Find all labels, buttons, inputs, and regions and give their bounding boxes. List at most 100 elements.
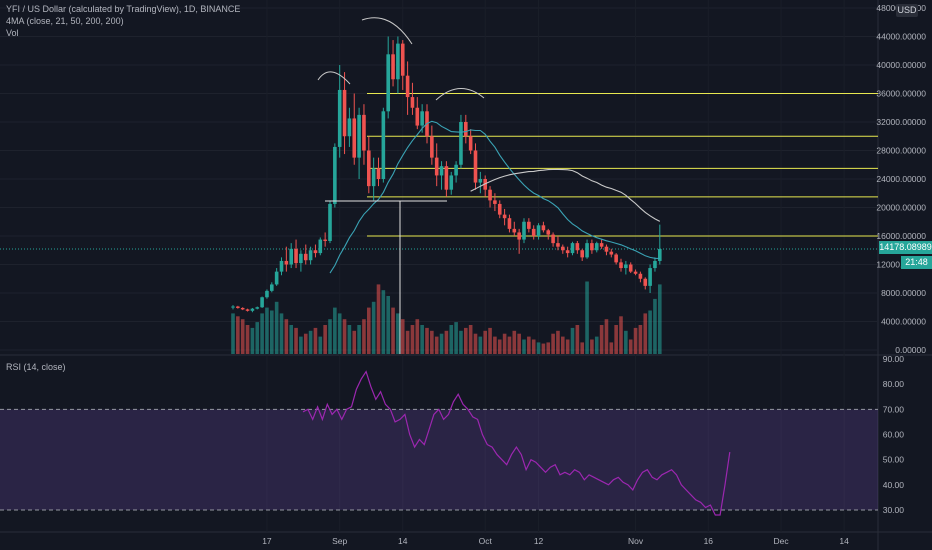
volume-bar <box>614 325 618 354</box>
volume-bar <box>265 307 269 354</box>
candle-body <box>299 253 303 264</box>
time-tick-label: 12 <box>534 536 544 546</box>
time-tick-label: 14 <box>398 536 408 546</box>
volume-bar <box>236 316 240 354</box>
volume-legend[interactable]: Vol <box>6 28 19 38</box>
volume-bar <box>231 313 235 354</box>
time-tick-label: Nov <box>628 536 644 546</box>
candle-body <box>294 248 298 264</box>
volume-bar <box>357 325 361 354</box>
volume-bar <box>585 281 589 354</box>
candle-body <box>376 168 381 179</box>
volume-bar <box>468 325 473 354</box>
candle-body <box>517 232 521 240</box>
volume-bar <box>415 319 420 354</box>
symbol-legend[interactable]: YFI / US Dollar (calculated by TradingVi… <box>6 4 241 14</box>
candle-body <box>265 290 269 298</box>
candle-body <box>274 271 279 285</box>
rsi-legend[interactable]: RSI (14, close) <box>6 362 66 372</box>
time-axis[interactable]: 17 Sep 14 Oct 12 Nov 16 Dec 14 <box>262 536 849 546</box>
volume-bar <box>658 284 662 354</box>
volume-bar <box>367 307 371 354</box>
volume-bar <box>517 333 521 354</box>
price-tick-label: 16000.00000 <box>876 231 926 241</box>
volume-bar <box>497 339 502 354</box>
volume-bar <box>410 325 415 354</box>
volume-bar <box>352 330 357 354</box>
candle-body <box>347 118 352 137</box>
candle-body <box>556 243 560 247</box>
volume-bar <box>599 325 604 354</box>
candle-body <box>231 306 235 308</box>
volume-bars <box>231 281 662 354</box>
candle-body <box>614 254 618 263</box>
candle-body <box>270 284 274 291</box>
volume-bar <box>386 296 390 354</box>
candle-body <box>594 243 599 251</box>
volume-bar <box>546 342 551 354</box>
candle-body <box>449 175 454 190</box>
volume-bar <box>303 333 308 354</box>
price-tick-label: 40000.00000 <box>876 60 926 70</box>
candle-body <box>318 239 323 254</box>
rsi-tick-label: 70.00 <box>883 404 905 414</box>
volume-bar <box>575 325 580 354</box>
volume-bar <box>594 336 599 354</box>
ma50-line <box>470 168 661 222</box>
candle-body <box>604 246 609 252</box>
candle-body <box>371 168 376 187</box>
candle-body <box>619 262 623 269</box>
volume-bar <box>556 330 560 354</box>
candle-body <box>439 166 444 176</box>
price-tick-label: 4000.00000 <box>881 317 926 327</box>
currency-badge[interactable]: USD <box>896 4 918 17</box>
candle-body <box>240 307 245 310</box>
candle-body <box>444 166 449 190</box>
candle-body <box>522 221 526 240</box>
volume-bar <box>604 319 609 354</box>
time-tick-label: 14 <box>839 536 849 546</box>
candle-body <box>333 146 337 204</box>
volume-bar <box>347 325 352 354</box>
volume-bar <box>400 319 405 354</box>
volume-bar <box>444 330 449 354</box>
candle-body <box>367 150 371 187</box>
price-tick-label: 24000.00000 <box>876 174 926 184</box>
candle-body <box>546 230 551 235</box>
candle-body <box>289 248 293 265</box>
volume-bar <box>333 307 337 354</box>
last-price-tag: 14178.08989 <box>879 241 932 254</box>
volume-bar <box>289 325 293 354</box>
candle-body <box>570 243 575 254</box>
candle-body <box>512 228 517 233</box>
rsi-line <box>302 370 731 516</box>
candle-body <box>541 225 546 231</box>
ma-legend[interactable]: 4MA (close, 21, 50, 200, 200) <box>6 16 124 26</box>
volume-bar <box>260 313 264 354</box>
candle-body <box>313 250 318 254</box>
volume-bar <box>565 339 570 354</box>
candle-body <box>633 271 638 274</box>
candle-body <box>468 136 473 151</box>
candle-body <box>391 54 395 80</box>
rsi-tick-label: 40.00 <box>883 480 905 490</box>
candle-body <box>473 150 478 183</box>
candle-body <box>488 189 492 201</box>
candle-body <box>628 264 633 272</box>
arc-annotation <box>317 71 351 85</box>
horizontal-levels <box>367 93 878 237</box>
volume-bar <box>274 301 279 354</box>
volume-bar <box>371 301 376 354</box>
candle-body <box>648 268 652 286</box>
volume-bar <box>255 322 260 354</box>
candle-body <box>459 122 463 165</box>
volume-bar <box>531 339 536 354</box>
volume-bar <box>391 307 395 354</box>
volume-bar <box>337 313 342 354</box>
rsi-tick-label: 50.00 <box>883 455 905 465</box>
volume-bar <box>653 298 657 354</box>
volume-bar <box>483 330 487 354</box>
candle-body <box>507 218 512 229</box>
